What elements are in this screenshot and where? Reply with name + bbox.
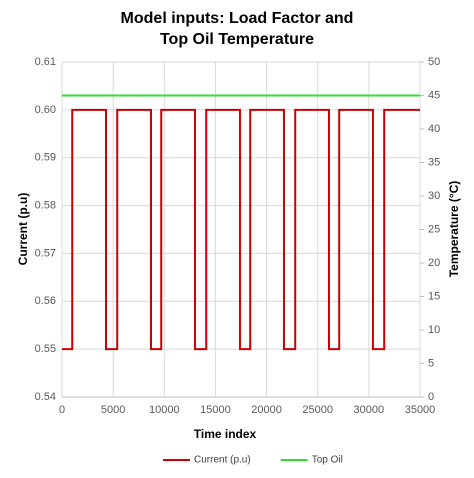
x-tick-label: 10000 xyxy=(149,404,180,416)
y-tick-label: 0.60 xyxy=(35,104,56,116)
y-tick-label: 0.54 xyxy=(35,391,56,403)
y2-tick-label: 25 xyxy=(428,223,440,235)
y-tick-label: 0.56 xyxy=(35,295,56,307)
y2-tick-label: 5 xyxy=(428,357,434,369)
x-tick-label: 30000 xyxy=(354,404,385,416)
x-tick-label: 25000 xyxy=(302,404,333,416)
chart-title: Model inputs: Load Factor and xyxy=(121,10,354,27)
y-tick-label: 0.55 xyxy=(35,343,56,355)
chart-title: Top Oil Temperature xyxy=(160,31,314,48)
x-tick-label: 20000 xyxy=(251,404,282,416)
y2-tick-label: 40 xyxy=(428,123,440,135)
x-tick-label: 15000 xyxy=(200,404,231,416)
y-tick-label: 0.61 xyxy=(35,56,56,68)
x-tick-label: 5000 xyxy=(101,404,125,416)
x-tick-label: 0 xyxy=(59,404,65,416)
y-tick-label: 0.59 xyxy=(35,152,56,164)
series-line xyxy=(62,108,420,351)
y-tick-label: 0.58 xyxy=(35,199,56,211)
x-tick-label: 35000 xyxy=(405,404,436,416)
y2-tick-label: 50 xyxy=(428,56,440,68)
y2-axis-title: Temperature (°C) xyxy=(447,181,461,278)
y-tick-label: 0.57 xyxy=(35,247,56,259)
y2-tick-label: 30 xyxy=(428,190,440,202)
y2-tick-label: 35 xyxy=(428,156,440,168)
y2-tick-label: 20 xyxy=(428,257,440,269)
legend-label: Current (p.u) xyxy=(194,455,251,466)
y-axis-title: Current (p.u) xyxy=(16,193,30,266)
y2-tick-label: 45 xyxy=(428,89,440,101)
y2-tick-label: 10 xyxy=(428,324,440,336)
y2-tick-label: 0 xyxy=(428,391,434,403)
x-axis-title: Time index xyxy=(194,427,257,441)
y2-tick-label: 15 xyxy=(428,290,440,302)
legend-label: Top Oil xyxy=(312,455,343,466)
